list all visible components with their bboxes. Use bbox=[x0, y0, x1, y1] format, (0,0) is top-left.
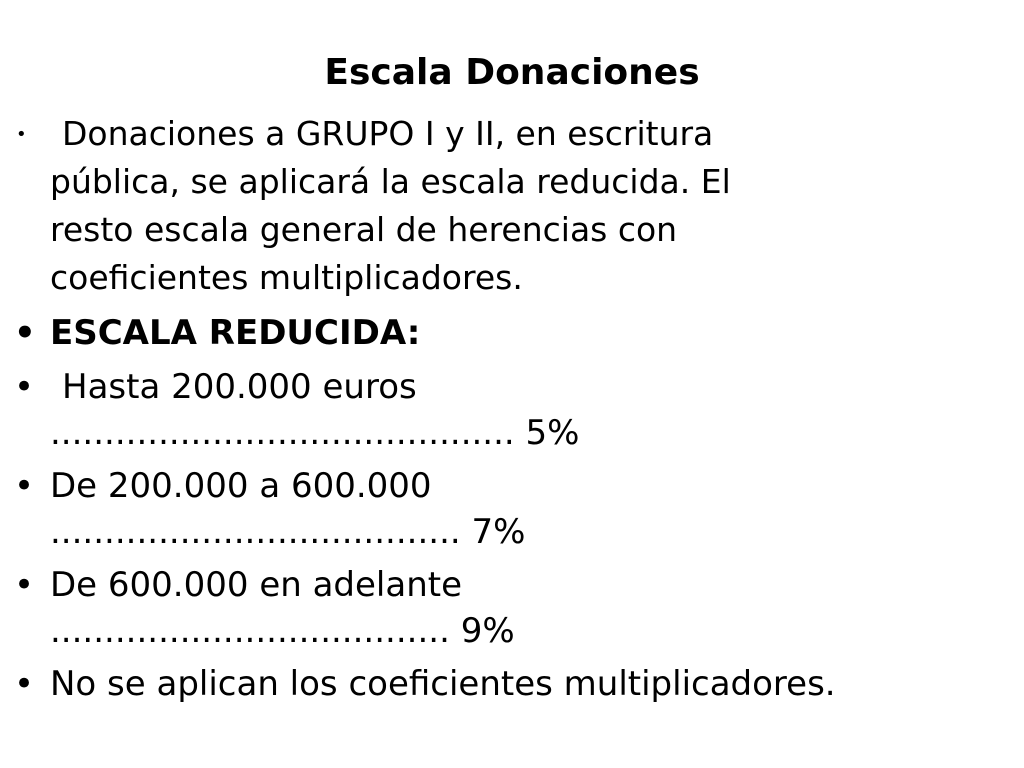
tramo-label: De 600.000 en adelante bbox=[50, 565, 463, 605]
bullet-dot-icon: • bbox=[14, 565, 35, 605]
bullet-text-line: pública, se aplicará la escala reducida.… bbox=[50, 162, 731, 201]
bullet-text-line: resto escala general de herencias con bbox=[50, 210, 678, 249]
bullet-text-line: Donaciones a GRUPO I y II, en escritura bbox=[62, 114, 714, 153]
bullet-dot-icon: • bbox=[14, 664, 35, 704]
bullet-sin-coeficientes: • No se aplican los coeficientes multipl… bbox=[14, 661, 1004, 707]
tramo-rate: ...................................... 7… bbox=[50, 512, 526, 552]
bullet-dot-icon: • bbox=[14, 466, 35, 506]
bullet-dot-icon: • bbox=[14, 313, 36, 353]
slide-title: Escala Donaciones bbox=[324, 52, 700, 93]
tramo-rate: ........................................… bbox=[50, 413, 580, 453]
bullet-donaciones-grupo: • Donaciones a GRUPO I y II, en escritur… bbox=[14, 110, 1004, 302]
bullet-text: No se aplican los coeficientes multiplic… bbox=[50, 664, 836, 704]
bullet-dot-icon: • bbox=[14, 367, 35, 407]
bullet-tramo-hasta-200000: • Hasta 200.000 euros ..................… bbox=[14, 364, 1004, 456]
bullet-list: • Donaciones a GRUPO I y II, en escritur… bbox=[14, 110, 1004, 714]
bullet-tramo-desde-600000: • De 600.000 en adelante ...............… bbox=[14, 562, 1004, 654]
bullet-dot-icon: • bbox=[16, 124, 27, 145]
bullet-tramo-200000-600000: • De 200.000 a 600.000 .................… bbox=[14, 463, 1004, 555]
tramo-rate: ..................................... 9% bbox=[50, 611, 515, 651]
bullet-text-line: coeficientes multiplicadores. bbox=[50, 258, 523, 297]
tramo-label: Hasta 200.000 euros bbox=[62, 367, 417, 407]
bullet-heading: ESCALA REDUCIDA: bbox=[50, 313, 421, 353]
bullet-escala-reducida: • ESCALA REDUCIDA: bbox=[14, 310, 1004, 356]
tramo-label: De 200.000 a 600.000 bbox=[50, 466, 432, 506]
